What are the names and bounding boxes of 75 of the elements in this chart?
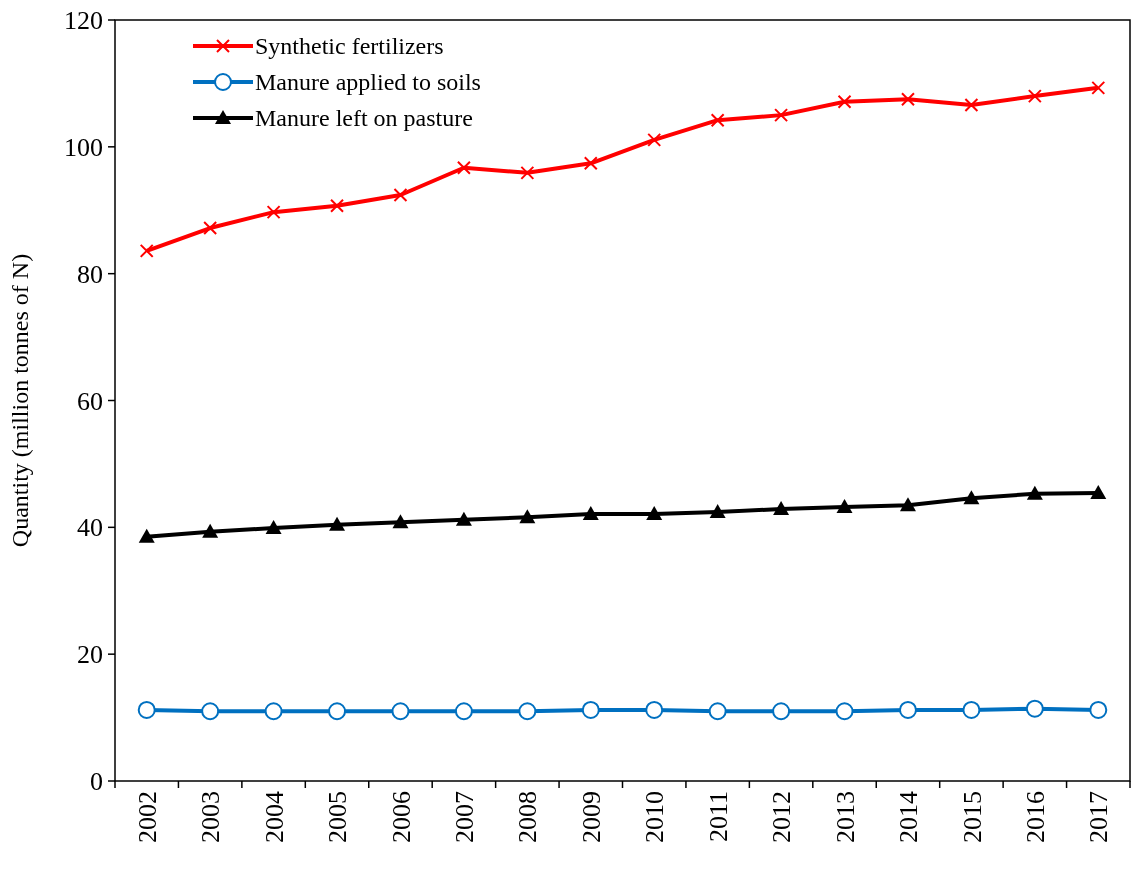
point: [836, 499, 853, 514]
point: [1025, 699, 1044, 718]
point: [899, 497, 916, 512]
point: [1089, 700, 1108, 719]
point: [1027, 89, 1042, 104]
point: [456, 160, 471, 175]
point: [583, 156, 598, 171]
x-tick-label: 2004: [259, 791, 289, 843]
point: [329, 516, 346, 531]
x-tick-label: 2015: [957, 791, 987, 843]
x-tick-label: 2012: [767, 791, 797, 843]
point: [837, 94, 852, 109]
point: [138, 528, 155, 543]
x-tick-label: 2002: [132, 791, 162, 843]
x-tick-label: 2009: [576, 791, 606, 843]
x-tick-label: 2011: [703, 791, 733, 843]
point: [898, 700, 917, 719]
legend-label: Synthetic fertilizers: [255, 33, 444, 60]
x-tick-label: 2007: [450, 791, 480, 843]
point: [709, 504, 726, 519]
point: [201, 702, 220, 721]
point: [139, 243, 154, 258]
point: [455, 511, 472, 526]
legend-label: Manure applied to soils: [255, 69, 481, 96]
y-tick-label: 60: [77, 386, 103, 416]
y-tick-label: 120: [64, 6, 103, 36]
point: [900, 92, 915, 107]
x-tick-label: 2017: [1084, 791, 1114, 843]
point: [708, 702, 727, 721]
point: [392, 514, 409, 529]
point: [581, 700, 600, 719]
point: [1090, 485, 1107, 500]
point: [265, 519, 282, 534]
y-tick-label: 20: [77, 640, 103, 670]
x-tick-label: 2016: [1020, 791, 1050, 843]
point: [264, 702, 283, 721]
point: [393, 188, 408, 203]
x-tick-label: 2010: [640, 791, 670, 843]
point: [962, 700, 981, 719]
y-axis-title: Quantity (million tonnes of N): [7, 253, 33, 548]
point: [454, 702, 473, 721]
point: [328, 702, 347, 721]
y-tick-label: 80: [77, 259, 103, 289]
y-tick-label: 100: [64, 132, 103, 162]
point: [202, 523, 219, 538]
point: [137, 700, 156, 719]
point: [772, 702, 791, 721]
x-tick-label: 2008: [513, 791, 543, 843]
x-tick-label: 2014: [894, 791, 924, 843]
point: [835, 702, 854, 721]
point: [647, 132, 662, 147]
point: [646, 506, 663, 521]
point: [963, 490, 980, 505]
point: [520, 165, 535, 180]
y-tick-label: 40: [77, 513, 103, 543]
point: [582, 506, 599, 521]
y-tick-label: 0: [90, 767, 103, 797]
point: [1091, 80, 1106, 95]
point: [964, 97, 979, 112]
point: [518, 702, 537, 721]
point: [645, 700, 664, 719]
x-tick-label: 2003: [196, 791, 226, 843]
point: [710, 113, 725, 128]
x-tick-label: 2006: [386, 791, 416, 843]
point: [266, 205, 281, 220]
point: [519, 509, 536, 524]
point: [203, 221, 218, 236]
x-tick-label: 2005: [323, 791, 353, 843]
point: [391, 702, 410, 721]
legend-label: Manure left on pasture: [255, 105, 473, 132]
point: [330, 198, 345, 213]
x-tick-label: 2013: [830, 791, 860, 843]
point: [773, 500, 790, 515]
point: [774, 108, 789, 123]
point: [1026, 485, 1043, 500]
